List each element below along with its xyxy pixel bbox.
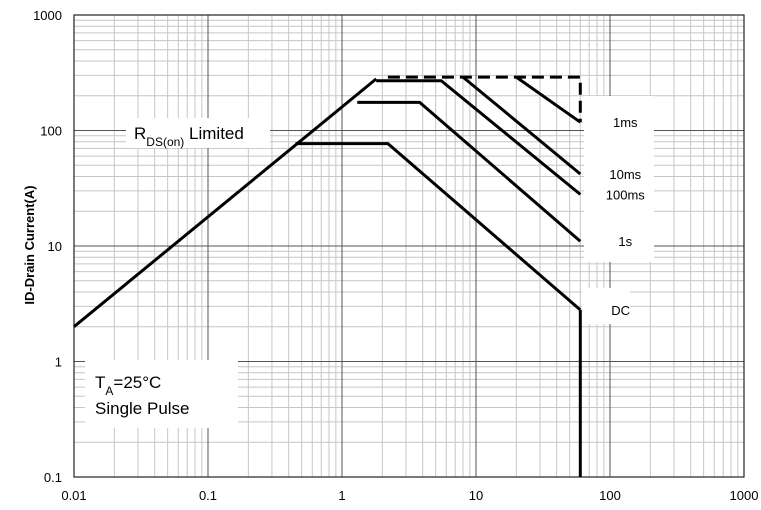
curve-label: 1ms <box>613 115 638 130</box>
ta-subscript: A <box>105 384 113 398</box>
single-pulse-annotation: Single Pulse <box>95 399 190 418</box>
x-tick-labels: 0.01 0.1 1 10 100 1000 <box>61 488 758 503</box>
y-tick-labels: 0.1 1 10 100 1000 <box>33 8 62 485</box>
label-background <box>584 96 654 262</box>
curve-labels: 1ms 10ms 100ms 1s DC <box>606 115 646 318</box>
series-1s-line <box>357 100 582 243</box>
y-axis-label: ID-Drain Current(A) <box>22 185 37 304</box>
series-1ms-line <box>387 75 582 123</box>
curve-label: DC <box>611 303 630 318</box>
y-tick-label: 1000 <box>33 8 62 23</box>
rds-tail: Limited <box>184 124 244 143</box>
series-dc-line <box>295 142 582 312</box>
plot-frame <box>73 14 745 478</box>
series-group <box>73 75 582 477</box>
ta-annotation: TA=25°C <box>95 373 161 398</box>
ta-main: T <box>95 373 105 392</box>
series-1ms-line <box>515 75 582 124</box>
x-tick-label: 1000 <box>730 488 759 503</box>
series-rds-on-limited-line <box>73 77 378 328</box>
series-10ms-line <box>462 75 582 176</box>
label-background <box>582 288 630 324</box>
y-tick-label: 10 <box>48 239 62 254</box>
y-tick-label: 0.1 <box>44 470 62 485</box>
y-tick-label: 1 <box>55 355 62 370</box>
rds-subscript: DS(on) <box>146 135 184 149</box>
curve-label: 100ms <box>606 187 646 202</box>
label-background <box>85 360 238 428</box>
label-background <box>126 118 270 148</box>
x-tick-label: 0.01 <box>61 488 86 503</box>
curve-label: 1s <box>618 234 632 249</box>
rds-limited-annotation: RDS(on) Limited <box>134 124 244 149</box>
x-tick-label: 1 <box>338 488 345 503</box>
label-boxes <box>85 96 654 428</box>
rds-main: R <box>134 124 146 143</box>
curve-label: 10ms <box>609 167 641 182</box>
series-100ms-line <box>376 79 582 196</box>
plot-border <box>73 14 745 478</box>
y-tick-label: 100 <box>40 124 62 139</box>
x-tick-label: 0.1 <box>199 488 217 503</box>
ta-tail: =25°C <box>113 373 161 392</box>
x-tick-label: 100 <box>599 488 621 503</box>
x-tick-label: 10 <box>469 488 483 503</box>
